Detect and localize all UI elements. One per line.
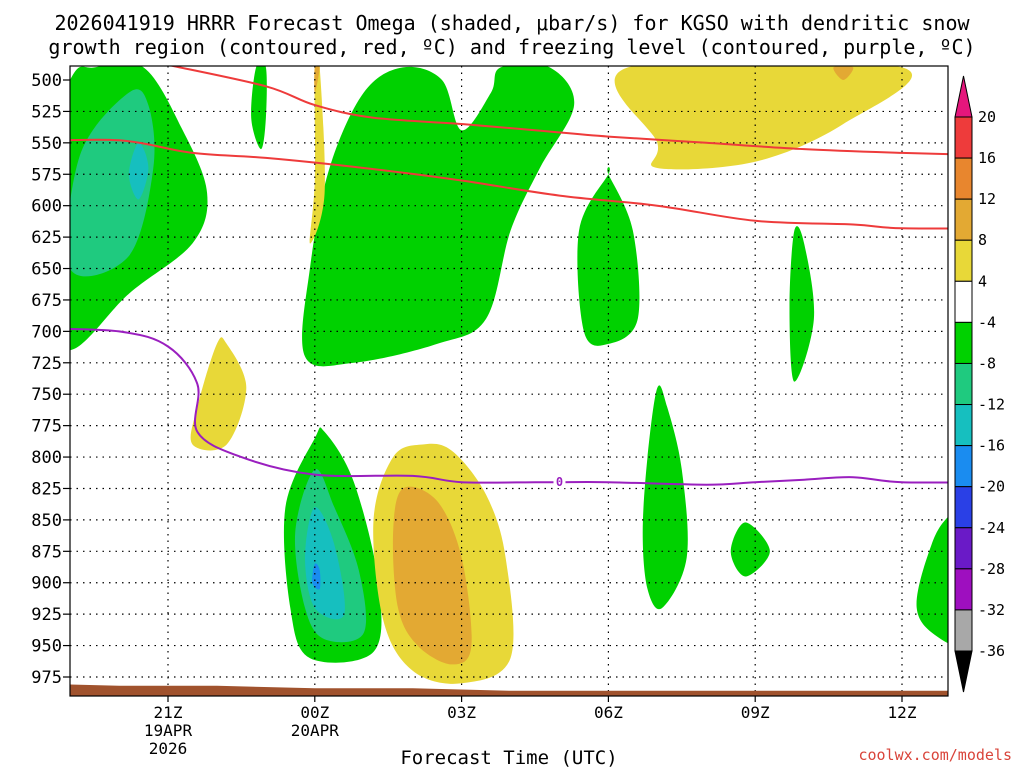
x-tick-label-00Z: 00Z <box>300 703 329 722</box>
colorbar-bottom-arrow <box>954 650 973 693</box>
x-tick-label-12Z: 12Z <box>888 703 917 722</box>
site-credit: coolwx.com/models <box>858 746 1012 764</box>
plot-frame <box>69 65 949 697</box>
y-tick-label-850: 850 <box>31 511 62 531</box>
colorbar-label-12: -32 <box>978 601 1005 619</box>
omega-neg-4-right-narrow <box>789 226 815 382</box>
colorbar-label-2: 12 <box>978 190 996 208</box>
y-tick-label-975: 975 <box>31 668 62 688</box>
colorbar-band-6 <box>954 362 973 406</box>
colorbar-band-8 <box>954 445 973 488</box>
colorbar: 20 16 12 8 4 -4 -8 -12 -16 -20 -24 -28 -32 -36 <box>954 75 1005 693</box>
colorbar-label-6: -8 <box>978 354 996 372</box>
chart-title-line-1: 2026041919 HRRR Forecast Omega (shaded, … <box>54 11 970 35</box>
omega-pos-4-mid-left <box>190 337 247 451</box>
colorbar-band-1 <box>954 157 973 200</box>
omega-neg-4-small-column <box>577 167 640 346</box>
terrain-surface <box>70 684 948 696</box>
x-tick-year-21Z: 2026 <box>149 739 188 758</box>
colorbar-band-3 <box>954 239 973 282</box>
x-tick-label-21Z: 21Z <box>154 703 183 722</box>
dgz-upper-contour <box>168 66 948 156</box>
omega-neg-4-lower-narrow <box>642 385 688 610</box>
y-tick-label-800: 800 <box>31 448 62 468</box>
colorbar-label-7: -12 <box>978 396 1005 414</box>
y-tick-label-900: 900 <box>31 574 62 594</box>
colorbar-top-arrow <box>954 75 973 118</box>
y-tick-label-600: 600 <box>31 197 62 217</box>
colorbar-band-9 <box>954 486 973 529</box>
omega-pos-4-upper-right <box>614 66 912 170</box>
colorbar-label-3: 8 <box>978 231 987 249</box>
colorbar-band-7 <box>954 404 973 447</box>
terrain-layer <box>70 684 948 696</box>
chart-title-line-2: growth region (contoured, red, ºC) and f… <box>48 35 975 59</box>
omega-neg-8-left-column <box>70 89 155 277</box>
omega-pos-8-upper-strip <box>314 66 320 93</box>
omega-pos-8-upper-right <box>833 66 854 80</box>
colorbar-band-2 <box>954 198 973 241</box>
colorbar-label-8: -16 <box>978 437 1005 455</box>
colorbar-label-9: -20 <box>978 478 1005 496</box>
y-tick-label-950: 950 <box>31 637 62 657</box>
y-tick-label-675: 675 <box>31 291 62 311</box>
colorbar-band-11 <box>954 568 973 611</box>
y-tick-label-750: 750 <box>31 385 62 405</box>
colorbar-label-11: -28 <box>978 560 1005 578</box>
y-tick-label-700: 700 <box>31 322 62 342</box>
omega-pos-8-lower-center <box>392 486 472 665</box>
x-tick-label-03Z: 03Z <box>447 703 476 722</box>
omega-neg-4-center-column <box>302 66 575 367</box>
y-tick-label-575: 575 <box>31 165 62 185</box>
x-axis-label: Forecast Time (UTC) <box>400 747 617 768</box>
colorbar-band-10 <box>954 527 973 570</box>
y-tick-label-725: 725 <box>31 354 62 374</box>
y-tick-label-625: 625 <box>31 228 62 248</box>
omega-neg-4-lower-small <box>730 522 770 577</box>
omega-neg-4-lower-right <box>916 516 948 644</box>
x-tick-date-00Z: 20APR <box>291 721 340 740</box>
y-axis-ticks: 500 525 550 575 600 625 650 675 700 725 750 775 800 8… <box>31 71 70 688</box>
y-tick-label-500: 500 <box>31 71 62 91</box>
freezing-level-contour <box>70 327 948 486</box>
y-tick-label-925: 925 <box>31 605 62 625</box>
colorbar-band-5 <box>954 321 973 364</box>
x-tick-label-09Z: 09Z <box>741 703 770 722</box>
y-tick-label-875: 875 <box>31 542 62 562</box>
colorbar-band-4 <box>954 280 973 323</box>
dgz-lower-contour <box>70 138 948 230</box>
x-tick-label-06Z: 06Z <box>594 703 623 722</box>
x-tick-date-21Z: 19APR <box>144 721 193 740</box>
freezing-level-label-bg <box>553 474 566 489</box>
colorbar-label-0: 20 <box>978 108 996 126</box>
y-tick-label-650: 650 <box>31 260 62 280</box>
omega-neg-12-left-column <box>128 142 149 200</box>
contour-lines: 0 <box>70 66 948 489</box>
y-tick-label-825: 825 <box>31 479 62 499</box>
colorbar-label-4: 4 <box>978 272 987 290</box>
plot-gridlines <box>70 66 948 696</box>
colorbar-label-5: -4 <box>978 313 996 331</box>
omega-neg-4-thin-strip <box>251 66 267 150</box>
freezing-level-label: 0 <box>556 475 563 489</box>
y-tick-label-775: 775 <box>31 417 62 437</box>
omega-shaded-regions <box>70 66 948 684</box>
y-tick-label-550: 550 <box>31 134 62 154</box>
y-tick-label-525: 525 <box>31 102 62 122</box>
colorbar-label-10: -24 <box>978 519 1005 537</box>
colorbar-band-0 <box>954 116 973 159</box>
omega-pos-4-upper-strip <box>309 66 325 244</box>
colorbar-label-1: 16 <box>978 149 996 167</box>
colorbar-band-12 <box>954 609 973 652</box>
colorbar-label-13: -36 <box>978 642 1005 660</box>
